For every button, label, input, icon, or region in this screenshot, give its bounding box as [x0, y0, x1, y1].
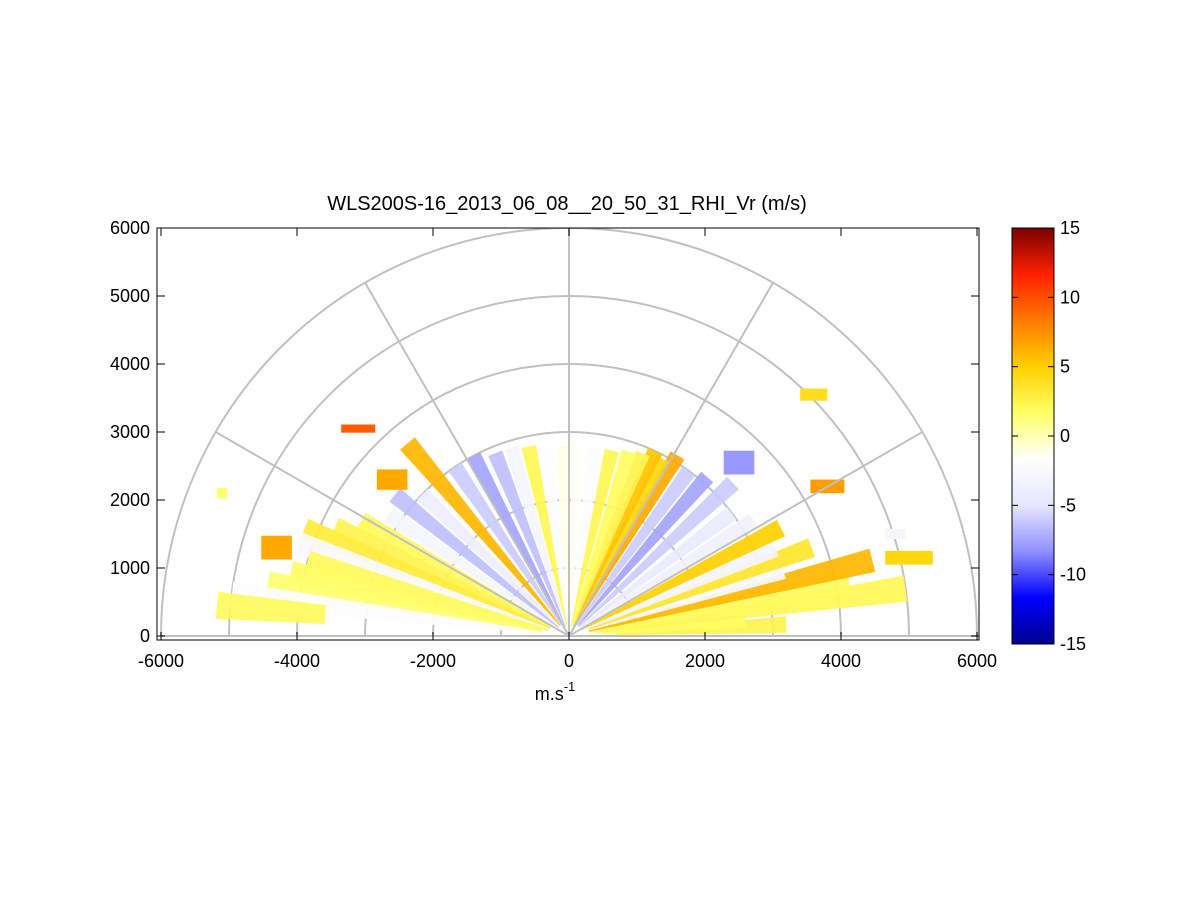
y-tick-label: 2000: [110, 490, 150, 510]
x-tick-label: 6000: [957, 651, 997, 671]
velocity-patch: [376, 469, 408, 490]
velocity-patch: [217, 488, 228, 499]
velocity-sector: [576, 466, 696, 626]
polar-spokes: [161, 228, 977, 637]
x-tick-label: 0: [564, 651, 574, 671]
x-tick-label: 4000: [821, 651, 861, 671]
velocity-sector: [579, 507, 737, 629]
spoke-line: [568, 431, 923, 637]
velocity-sector: [572, 450, 650, 627]
velocity-patch: [885, 528, 906, 540]
velocity-sector: [300, 518, 551, 630]
velocity-sector: [295, 532, 550, 631]
velocity-sector: [384, 507, 553, 626]
velocity-sector: [488, 450, 566, 627]
velocity-patch: [885, 551, 933, 565]
colorbar-tick-label: -15: [1060, 634, 1086, 654]
x-axis-label-exponent: -1: [564, 679, 576, 694]
velocity-sector: [265, 571, 543, 633]
x-axis-ticks: -6000 -4000 -2000 0 2000 4000 6000: [138, 228, 997, 671]
x-tick-label: -4000: [274, 651, 320, 671]
velocity-patch: [723, 450, 755, 475]
x-axis-label: m.s-1: [535, 679, 576, 704]
y-tick-label: 1000: [110, 558, 150, 578]
velocity-sector: [400, 437, 561, 626]
velocity-sector: [304, 551, 550, 632]
spoke-line: [364, 282, 570, 637]
colorbar: [1011, 227, 1055, 645]
velocity-field: [215, 388, 933, 636]
x-tick-label: 2000: [685, 651, 725, 671]
velocity-sector: [578, 476, 739, 628]
velocity-sector: [569, 445, 587, 630]
y-axis-ticks: 0 1000 2000 3000 4000 5000 6000: [110, 218, 979, 646]
colorbar-tick-label: 0: [1060, 426, 1070, 446]
velocity-sector: [215, 591, 327, 624]
velocity-sector: [230, 581, 536, 634]
colorbar-tick-label: -5: [1060, 495, 1076, 515]
velocity-sector: [577, 471, 714, 627]
y-tick-label: 5000: [110, 286, 150, 306]
velocity-sector: [573, 455, 670, 628]
x-tick-label: -6000: [138, 651, 184, 671]
velocity-patch: [800, 388, 828, 401]
velocity-sector: [573, 447, 663, 627]
spoke-line: [568, 282, 774, 637]
velocity-sector: [416, 488, 560, 627]
colorbar-tick-label: 5: [1060, 357, 1070, 377]
chart-title: WLS200S-16_2013_06_08__20_50_31_RHI_Vr (…: [327, 193, 807, 215]
velocity-sector: [580, 513, 758, 630]
colorbar-tick-label: 10: [1060, 287, 1080, 307]
colorbar-tick-label: 15: [1060, 218, 1080, 238]
y-tick-label: 4000: [110, 354, 150, 374]
velocity-sector: [555, 445, 570, 630]
velocity-sector: [330, 517, 551, 629]
y-tick-label: 0: [140, 626, 150, 646]
colorbar-tick-label: -10: [1060, 565, 1086, 585]
velocity-sector: [288, 561, 543, 631]
velocity-sector: [587, 540, 779, 629]
velocity-sector: [573, 451, 685, 628]
plot-frame: [156, 227, 980, 641]
spoke-line: [215, 431, 570, 637]
velocity-sector: [571, 449, 636, 627]
colorbar-ticks: 15 10 5 0 -5 -10 -15: [1012, 218, 1086, 654]
velocity-patch: [261, 535, 292, 560]
x-tick-label: -2000: [410, 651, 456, 671]
velocity-patch: [341, 424, 376, 433]
velocity-sector: [448, 462, 562, 625]
y-tick-label: 3000: [110, 422, 150, 442]
velocity-sector: [389, 488, 559, 628]
velocity-sector: [504, 445, 567, 627]
velocity-sector: [521, 445, 568, 627]
velocity-sector: [570, 449, 619, 627]
velocity-sector: [538, 446, 569, 630]
y-tick-label: 6000: [110, 218, 150, 238]
velocity-sector: [580, 519, 786, 631]
velocity-sector: [466, 452, 565, 628]
velocity-sector: [570, 446, 603, 626]
